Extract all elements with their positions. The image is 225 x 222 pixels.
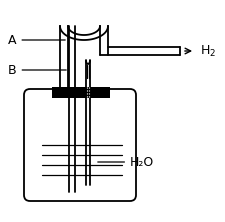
Text: H$_2$: H$_2$ [200,44,216,59]
Bar [52,87,110,98]
FancyBboxPatch shape [24,89,136,201]
Text: H₂O: H₂O [98,155,154,168]
Text: A: A [8,34,65,46]
Text: B: B [8,63,66,77]
